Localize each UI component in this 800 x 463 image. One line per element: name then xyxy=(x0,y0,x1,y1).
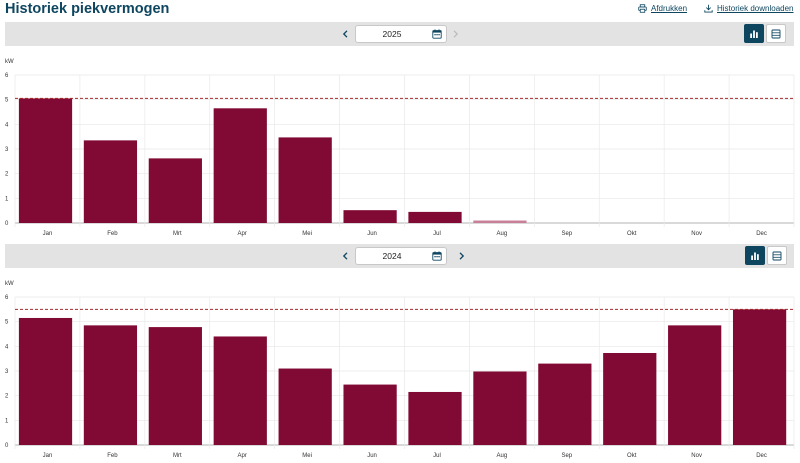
peak-power-chart-2024: kW 0 1 2 3 4 5 6 Jan Feb Mrt Apr Mei Jun Jul Aug Sep Okt N… xyxy=(0,278,800,462)
y-tick-label: 0 xyxy=(5,443,9,449)
x-tick-label: Apr xyxy=(238,453,247,459)
y-tick-label: 6 xyxy=(5,73,9,79)
printer-icon xyxy=(638,4,647,13)
bar-mrt[interactable] xyxy=(148,327,202,445)
x-tick-label: Mei xyxy=(302,453,312,459)
x-tick-label: Aug xyxy=(497,231,508,237)
chart-view-button[interactable] xyxy=(744,24,764,43)
y-tick-label: 4 xyxy=(5,122,9,128)
bar-mei[interactable] xyxy=(278,368,332,445)
previous-year-button[interactable] xyxy=(339,249,351,263)
y-tick-label: 6 xyxy=(5,295,9,301)
download-history-link[interactable]: Historiek downloaden xyxy=(704,4,794,13)
y-tick-label: 4 xyxy=(5,344,9,350)
bar-feb[interactable] xyxy=(83,325,138,445)
x-tick-label: Dec xyxy=(756,453,767,459)
bar-chart-2024: kW 0 1 2 3 4 5 6 Jan Feb Mrt Apr Mei Jun Jul Aug Sep Okt N… xyxy=(5,281,795,459)
x-tick-label: Mrt xyxy=(173,231,182,237)
print-label: Afdrukken xyxy=(651,4,688,13)
y-tick-label: 1 xyxy=(5,418,9,424)
y-tick-label: 5 xyxy=(5,98,9,104)
bar-chart-icon xyxy=(751,252,759,260)
x-tick-label: Jan xyxy=(43,231,53,237)
year-value: 2025 xyxy=(382,29,402,39)
bar-jan[interactable] xyxy=(18,317,73,445)
y-tick-label: 1 xyxy=(5,196,9,202)
bar-apr[interactable] xyxy=(213,108,267,223)
table-icon xyxy=(771,29,781,38)
chevron-right-icon xyxy=(453,30,458,38)
bar-jun[interactable] xyxy=(343,210,397,223)
table-view-button[interactable] xyxy=(767,246,787,265)
x-tick-label: Dec xyxy=(756,231,767,237)
bar-mei[interactable] xyxy=(278,137,332,223)
calendar-icon[interactable] xyxy=(432,251,442,261)
x-tick-label: Jul xyxy=(433,453,441,459)
bar-jul[interactable] xyxy=(408,391,462,445)
y-tick-label: 0 xyxy=(5,221,9,227)
bar-aug[interactable] xyxy=(473,371,527,445)
x-tick-label: Sep xyxy=(561,453,572,459)
year-toolbar-2025: 2025 xyxy=(5,22,794,46)
x-tick-label: Mei xyxy=(302,231,312,237)
y-axis-label: kW xyxy=(5,59,14,65)
bar-jul[interactable] xyxy=(408,211,462,223)
year-toolbar-2024: 2024 xyxy=(5,244,794,268)
bar-sep[interactable] xyxy=(538,363,592,445)
x-tick-label: Jun xyxy=(367,453,377,459)
x-tick-label: Nov xyxy=(691,453,702,459)
x-tick-label: Nov xyxy=(691,231,702,237)
page-title: Historiek piekvermogen xyxy=(5,1,170,17)
bar-chart-icon xyxy=(750,30,758,38)
x-tick-label: Jan xyxy=(43,453,53,459)
x-tick-label: Feb xyxy=(107,231,118,237)
bar-aug[interactable] xyxy=(473,220,527,223)
bar-feb[interactable] xyxy=(83,140,138,223)
year-picker[interactable]: 2025 xyxy=(355,25,447,43)
x-tick-label: Jul xyxy=(433,231,441,237)
x-tick-label: Okt xyxy=(627,231,637,237)
y-tick-label: 2 xyxy=(5,394,9,400)
table-view-button[interactable] xyxy=(766,24,786,43)
bar-jun[interactable] xyxy=(343,384,397,445)
x-tick-label: Okt xyxy=(627,453,637,459)
y-tick-label: 3 xyxy=(5,369,9,375)
table-icon xyxy=(772,251,782,260)
previous-year-button[interactable] xyxy=(339,27,351,41)
bar-chart-2025: kW 0 1 2 3 4 5 6 Jan Feb Mrt Apr Mei Jun Jul Aug Sep Okt N… xyxy=(5,59,795,237)
year-picker[interactable]: 2024 xyxy=(355,247,447,265)
y-tick-label: 2 xyxy=(5,172,9,178)
bar-apr[interactable] xyxy=(213,336,267,445)
y-axis-label: kW xyxy=(5,281,14,287)
bar-dec[interactable] xyxy=(732,309,787,445)
calendar-icon[interactable] xyxy=(432,29,442,39)
chevron-left-icon xyxy=(342,252,347,260)
x-tick-label: Mrt xyxy=(173,453,182,459)
bar-okt[interactable] xyxy=(603,352,657,445)
download-label: Historiek downloaden xyxy=(717,4,794,13)
x-tick-label: Sep xyxy=(561,231,572,237)
download-icon xyxy=(704,4,713,13)
bar-mrt[interactable] xyxy=(148,158,202,223)
print-link[interactable]: Afdrukken xyxy=(638,4,687,13)
year-value: 2024 xyxy=(382,251,402,261)
bar-nov[interactable] xyxy=(668,325,722,445)
x-tick-label: Feb xyxy=(107,453,118,459)
chevron-right-icon xyxy=(459,252,464,260)
y-tick-label: 3 xyxy=(5,147,9,153)
y-tick-label: 5 xyxy=(5,320,9,326)
peak-power-chart-2025: kW 0 1 2 3 4 5 6 Jan Feb Mrt Apr Mei Jun Jul Aug Sep Okt N… xyxy=(0,56,800,240)
x-tick-label: Apr xyxy=(238,231,247,237)
x-tick-label: Jun xyxy=(367,231,377,237)
chart-view-button[interactable] xyxy=(745,246,765,265)
next-year-button[interactable] xyxy=(449,27,461,41)
chevron-left-icon xyxy=(342,30,347,38)
x-tick-label: Aug xyxy=(497,453,508,459)
next-year-button[interactable] xyxy=(455,249,467,263)
bar-jan[interactable] xyxy=(18,98,73,223)
